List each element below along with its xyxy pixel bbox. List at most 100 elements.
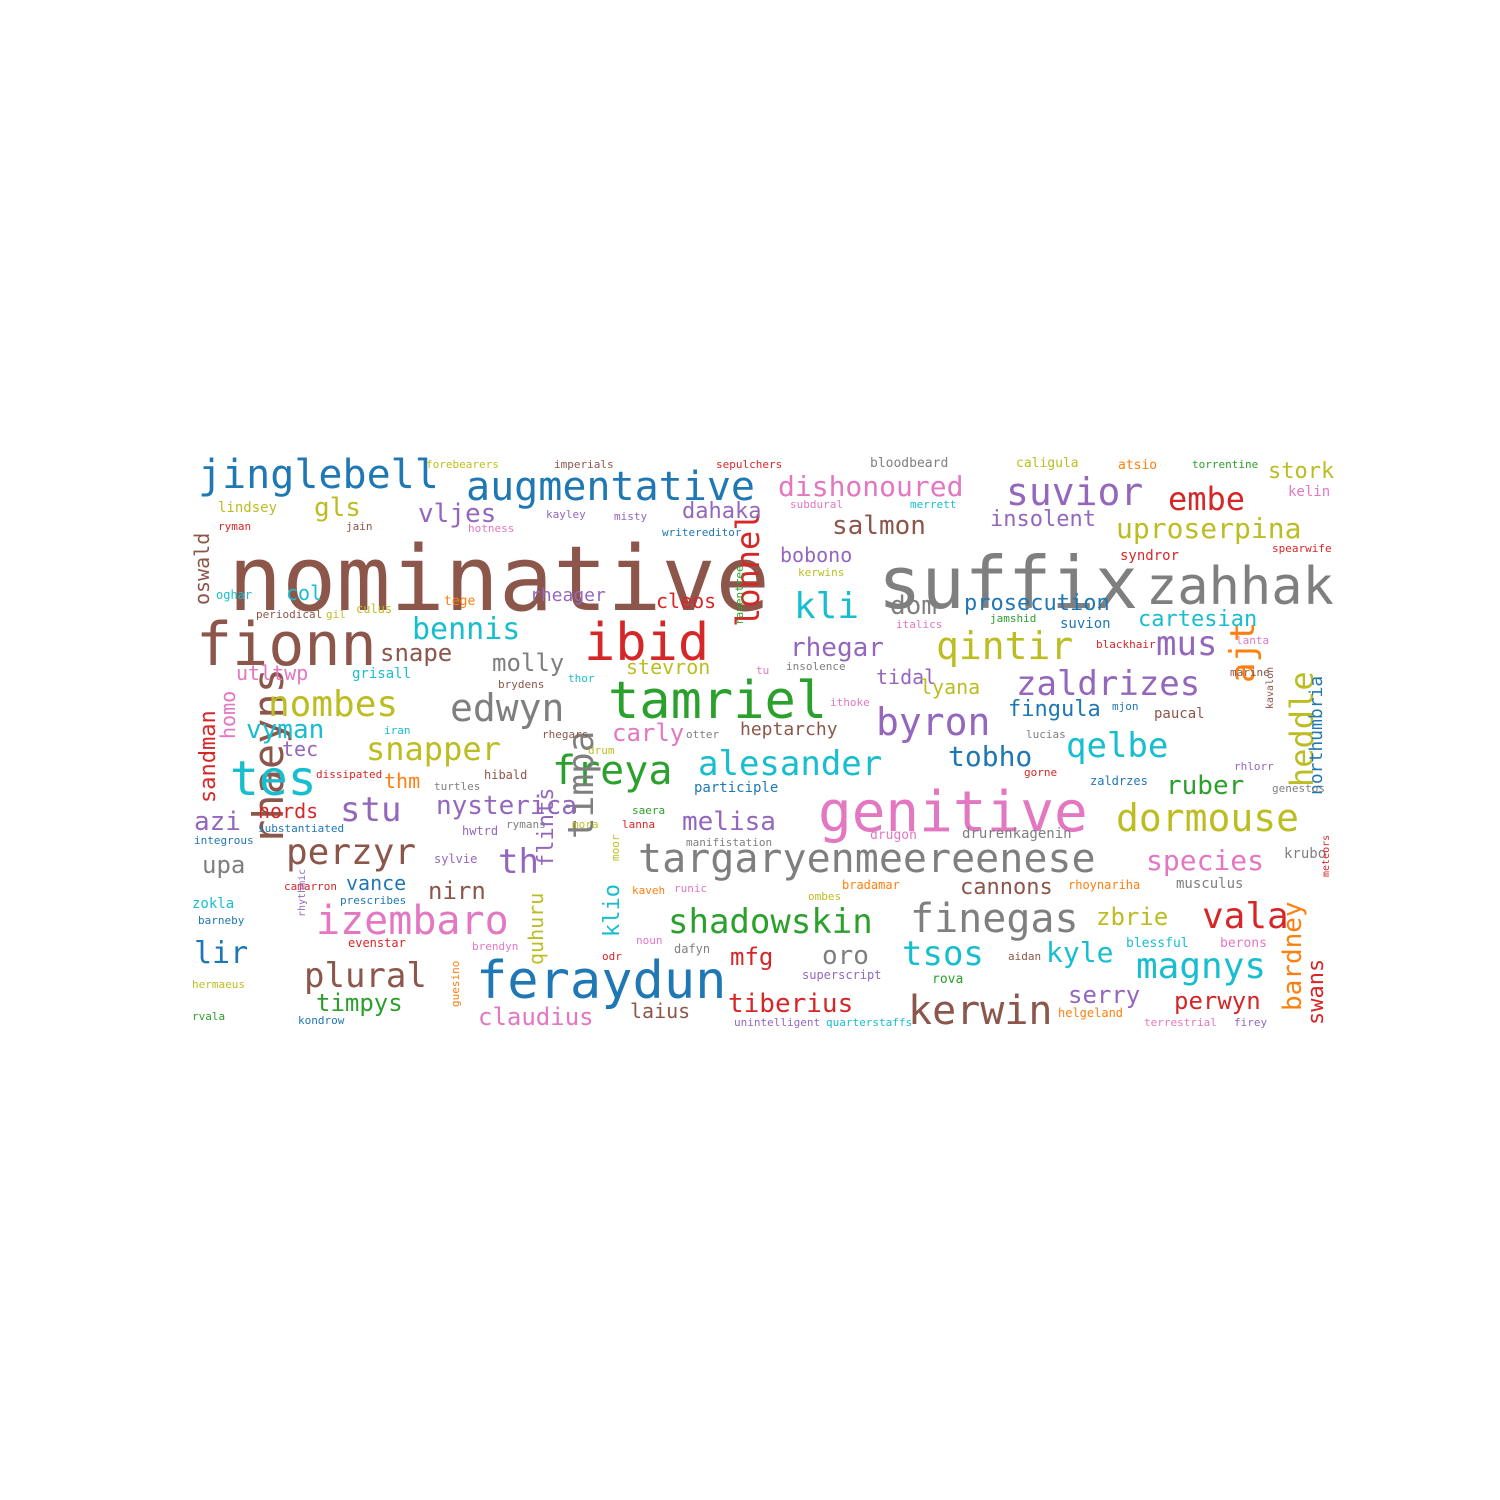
word-utltwp: utltwp (236, 661, 309, 685)
word-tec: tec (282, 737, 319, 761)
word-tobho: tobho (948, 740, 1033, 773)
word-cartesian: cartesian (1138, 607, 1258, 632)
word-quarterstaffs: quarterstaffs (826, 1016, 913, 1029)
word-hibald: hibald (484, 768, 528, 782)
word-drurenkagenin: drurenkagenin (962, 826, 1072, 842)
word-culus: culus (356, 602, 393, 616)
word-suvior: suvior (1006, 470, 1144, 514)
word-zokla: zokla (192, 896, 235, 912)
word-rhoynariha: rhoynariha (1068, 878, 1141, 892)
word-kondrow: kondrow (298, 1014, 345, 1027)
word-insolence: insolence (786, 660, 846, 673)
word-raventree: raventree (733, 565, 746, 625)
word-klio: klio (600, 884, 625, 937)
word-upa: upa (202, 851, 246, 879)
word-alesander: alesander (698, 744, 883, 784)
word-cleos: cleos (656, 589, 717, 613)
word-th: th (498, 842, 539, 882)
word-rheager: rheager (530, 585, 606, 606)
word-helgeland: helgeland (1058, 1006, 1124, 1020)
word-jain: jain (346, 520, 373, 533)
word-swans: swans (1304, 958, 1329, 1025)
word-cannons: cannons (960, 875, 1053, 900)
word-moor: moor (609, 834, 622, 862)
word-rova: rova (932, 972, 964, 987)
word-zbrie: zbrie (1096, 903, 1169, 931)
word-bennis: bennis (412, 612, 521, 647)
word-thm: thm (384, 769, 421, 793)
word-mora: mora (572, 818, 599, 831)
word-jinglebell: jinglebell (198, 455, 439, 498)
word-northumbria: northumbria (1306, 675, 1327, 795)
word-lucias: lucias (1026, 728, 1066, 741)
word-thor: thor (568, 672, 595, 685)
word-snape: snape (380, 639, 453, 667)
word-cloud: nominative suffix genitive fionn feraydu… (190, 455, 1340, 1030)
word-rhegars: rhegars (542, 728, 589, 741)
word-magnys: magnys (1136, 946, 1267, 987)
word-dafyn: dafyn (674, 942, 711, 956)
word-heptarchy: heptarchy (740, 719, 838, 740)
word-augmentative: augmentative (466, 464, 755, 510)
word-participle: participle (694, 780, 779, 796)
word-suvion: suvion (1060, 616, 1111, 632)
word-lanta: lanta (1236, 634, 1270, 647)
word-subdural: subdural (790, 498, 843, 511)
word-rymans: rymans (506, 818, 546, 831)
word-col: col (286, 581, 323, 605)
word-vljes: vljes (418, 499, 497, 529)
word-insolent: insolent (990, 507, 1096, 532)
word-grisall: grisall (352, 666, 412, 682)
word-bloodbeard: bloodbeard (870, 456, 949, 471)
word-mjon: mjon (1112, 700, 1139, 713)
word-rhythmic: rhythmic (297, 868, 308, 917)
word-sylvie: sylvie (434, 852, 478, 866)
word-plural: plural (304, 956, 427, 996)
word-genestos: genestos (1272, 782, 1325, 795)
word-freya: freya (552, 748, 673, 794)
word-kaveh: kaveh (632, 884, 666, 897)
word-meteors: meteors (1321, 834, 1332, 877)
word-merrett: merrett (910, 498, 957, 511)
word-sepulchers: sepulchers (716, 458, 783, 471)
word-misty: misty (614, 510, 648, 523)
word-barneby: barneby (198, 914, 245, 927)
word-suffix: suffix (878, 541, 1139, 625)
word-kerwin: kerwin (908, 988, 1053, 1030)
word-dishonoured: dishonoured (778, 470, 964, 503)
word-runic: runic (674, 882, 708, 895)
word-species: species (1146, 844, 1265, 877)
word-spearwife: spearwife (1272, 542, 1332, 555)
word-oro: oro (822, 941, 869, 971)
word-atsio: atsio (1118, 458, 1158, 473)
word-periodical: periodical (256, 608, 323, 621)
word-prosecution: prosecution (964, 591, 1110, 616)
word-blackhair: blackhair (1096, 638, 1156, 651)
word-lindsey: lindsey (218, 500, 278, 516)
word-gorne: gorne (1024, 766, 1058, 779)
word-salmon: salmon (832, 511, 926, 541)
word-otter: otter (686, 728, 720, 741)
word-homo: homo (216, 690, 240, 739)
word-timpys: timpys (316, 989, 403, 1017)
word-prescribes: prescribes (340, 894, 407, 907)
word-musculus: musculus (1176, 876, 1244, 892)
word-qelbe: qelbe (1066, 726, 1169, 766)
word-blessful: blessful (1126, 936, 1189, 951)
word-dahaka: dahaka (682, 499, 762, 524)
word-tu: tu (756, 664, 770, 677)
word-aidan: aidan (1008, 950, 1042, 963)
word-paucal: paucal (1154, 706, 1205, 722)
word-mus: mus (1156, 624, 1218, 664)
word-drum: drum (588, 744, 615, 757)
word-lanna: lanna (622, 818, 656, 831)
word-byron: byron (876, 700, 991, 744)
word-ruber: ruber (1166, 771, 1245, 801)
word-krubo: krubo (1284, 846, 1327, 862)
word-kayley: kayley (546, 508, 586, 521)
word-nysterica: nysterica (436, 791, 577, 821)
word-mfg: mfg (730, 943, 774, 971)
word-kelin: kelin (1288, 484, 1331, 500)
word-targaryenmeereenese: targaryenmeereenese (638, 836, 1096, 882)
word-vyman: vyman (246, 715, 325, 745)
